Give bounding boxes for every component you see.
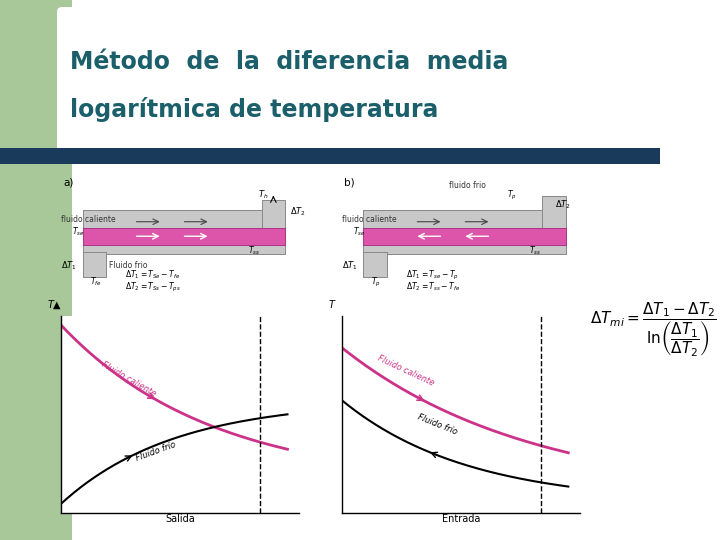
Bar: [0, 0, 72, 540]
Text: $T_{ss}$: $T_{ss}$: [248, 245, 260, 257]
Bar: [364, 227, 566, 245]
Text: $\Delta T_2 = T_{ss} - T_{fe}$: $\Delta T_2 = T_{ss} - T_{fe}$: [406, 280, 460, 293]
Text: Fluido frío: Fluido frío: [416, 412, 458, 436]
Text: $\Delta T_1 = T_{Se} - T_{fe}$: $\Delta T_1 = T_{Se} - T_{fe}$: [125, 269, 181, 281]
Text: $T$: $T$: [328, 298, 336, 310]
Text: $T_p$: $T_p$: [371, 276, 381, 289]
Bar: [364, 252, 387, 277]
Text: $\Delta T_2$: $\Delta T_2$: [290, 206, 307, 219]
Text: fluido caliente: fluido caliente: [342, 215, 397, 224]
Text: b): b): [344, 178, 355, 188]
Text: $\Delta T_{mi} = \dfrac{\Delta T_1 - \Delta T_2}{\ln\!\left(\dfrac{\Delta T_1}{\: $\Delta T_{mi} = \dfrac{\Delta T_1 - \De…: [590, 300, 717, 359]
Text: $T_h$: $T_h$: [258, 188, 269, 201]
Text: Fluido frío: Fluido frío: [135, 440, 178, 462]
X-axis label: Salida: Salida: [165, 515, 195, 524]
Text: $\Delta T_1$: $\Delta T_1$: [61, 259, 77, 272]
Bar: [364, 210, 566, 254]
Bar: [83, 252, 106, 277]
Text: $T_{ss}$: $T_{ss}$: [528, 245, 541, 257]
Bar: [261, 200, 285, 232]
Text: fluido caliente: fluido caliente: [61, 215, 116, 224]
Text: $\Delta T_1 = T_{se} - T_p$: $\Delta T_1 = T_{se} - T_p$: [406, 269, 459, 282]
Text: $\Delta T_2 = T_{Ss} - T_{ps}$: $\Delta T_2 = T_{Ss} - T_{ps}$: [125, 281, 181, 294]
Text: Fluido caliente: Fluido caliente: [376, 353, 435, 387]
Text: $T_{p}$: $T_{p}$: [508, 189, 517, 202]
Text: logarítmica de temperatura: logarítmica de temperatura: [70, 98, 438, 123]
Text: Método  de  la  diferencia  media: Método de la diferencia media: [70, 50, 508, 74]
Text: Fluido caliente: Fluido caliente: [100, 360, 158, 399]
Bar: [542, 195, 566, 232]
Text: $T_{fe}$: $T_{fe}$: [90, 275, 102, 288]
FancyBboxPatch shape: [57, 7, 702, 155]
Text: $T_{se}$: $T_{se}$: [72, 225, 84, 238]
Text: $T$▲: $T$▲: [47, 299, 63, 311]
Bar: [0, 148, 660, 164]
Text: a): a): [63, 178, 73, 188]
Text: $T_{se}$: $T_{se}$: [353, 225, 365, 238]
Text: $\Delta T_1$: $\Delta T_1$: [342, 259, 358, 272]
Text: fluido frio: fluido frio: [449, 181, 485, 190]
Bar: [83, 227, 285, 245]
X-axis label: Entrada: Entrada: [441, 515, 480, 524]
Bar: [83, 210, 285, 254]
Text: Fluido frio: Fluido frio: [109, 261, 148, 270]
Text: $\Delta T_2$: $\Delta T_2$: [555, 198, 571, 211]
